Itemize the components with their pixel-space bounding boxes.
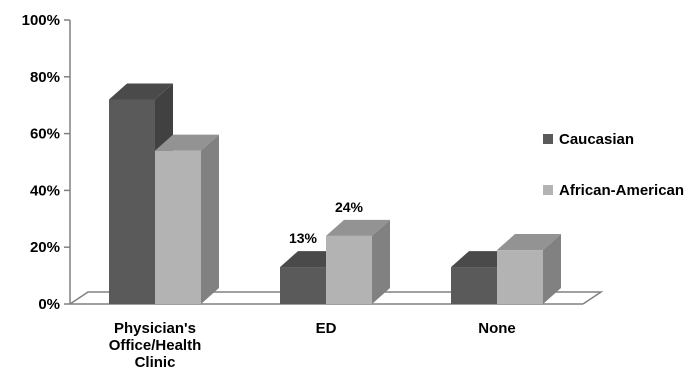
legend-swatch (543, 185, 553, 195)
bar-front (451, 267, 497, 304)
bar-front (155, 150, 201, 304)
legend-label: Caucasian (559, 131, 634, 148)
bar-side (201, 134, 219, 304)
bar-front (109, 99, 155, 305)
x-tick-label: Physician's (114, 320, 196, 337)
bar-top (497, 234, 561, 251)
y-tick-label: 20% (30, 239, 60, 256)
x-tick-label: ED (316, 320, 337, 337)
bar-front (280, 267, 326, 304)
bar-side (543, 234, 561, 304)
y-axis: 0% 20% 40% 60% 80% 100% (22, 12, 71, 313)
bar (326, 219, 390, 304)
y-tick-label: 100% (22, 12, 60, 29)
bar (155, 134, 219, 304)
y-tick-label: 80% (30, 69, 60, 86)
bar-top (109, 83, 173, 100)
legend: Caucasian African-American (543, 131, 684, 199)
x-tick-label: Office/Health (109, 337, 202, 354)
bar-top (155, 134, 219, 151)
legend-item: Caucasian (543, 131, 634, 148)
y-tick-label: 60% (30, 126, 60, 143)
y-tick-label: 40% (30, 182, 60, 199)
bar-side (372, 219, 390, 304)
legend-swatch (543, 134, 553, 144)
bar-front (326, 235, 372, 304)
legend-item: African-American (543, 182, 684, 199)
x-tick-label: None (478, 320, 516, 337)
bars (109, 83, 561, 305)
bar-front (497, 250, 543, 304)
x-tick-label: Clinic (135, 354, 176, 371)
bar-top (326, 219, 390, 236)
data-labels: 13% 24% (289, 199, 364, 246)
y-tick-label: 0% (38, 296, 60, 313)
bar (497, 234, 561, 304)
legend-label: African-American (559, 182, 684, 199)
data-label: 13% (289, 230, 318, 246)
data-label: 24% (335, 199, 364, 215)
